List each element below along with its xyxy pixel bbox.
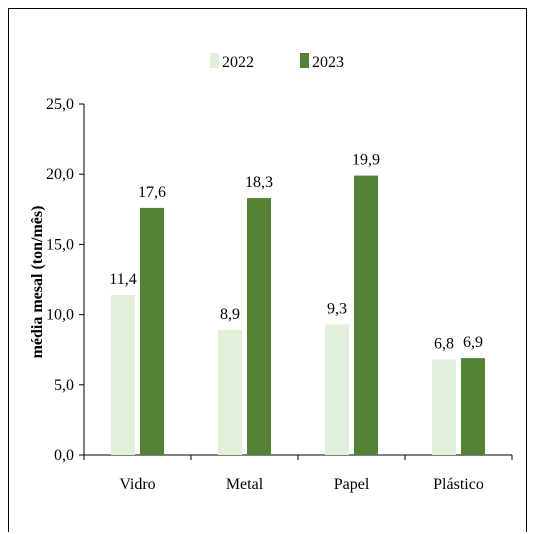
y-tick-label: 10,0 (46, 307, 74, 324)
bar-2023-metal (247, 198, 271, 455)
data-label: 17,6 (138, 184, 166, 201)
bars: 11,4 17,6 8,9 18,3 9,3 19,9 6,8 6,9 (109, 152, 485, 455)
x-tick-label: Plástico (433, 476, 484, 493)
y-axis-label: média mesal (ton/mês) (29, 206, 46, 359)
chart-frame (8, 8, 527, 532)
legend-label-2022: 2022 (222, 54, 254, 71)
bar-2022-metal (218, 330, 242, 455)
x-tick-label: Metal (226, 476, 264, 493)
bar-2022-plástico (432, 359, 456, 455)
data-label: 11,4 (109, 271, 136, 288)
bar-2023-papel (354, 175, 378, 455)
legend-label-2023: 2023 (312, 54, 344, 71)
x-tick-label: Vidro (119, 476, 155, 493)
legend: 2022 2023 (210, 53, 344, 71)
y-tick-label: 5,0 (54, 377, 74, 394)
data-label: 6,9 (463, 334, 483, 351)
y-tick-label: 15,0 (46, 236, 74, 253)
legend-swatch-2022 (210, 53, 219, 68)
bar-2023-vidro (140, 207, 164, 455)
y-tick-label: 25,0 (46, 96, 74, 113)
data-label: 9,3 (327, 300, 347, 317)
data-label: 18,3 (245, 174, 273, 191)
data-label: 6,8 (434, 336, 454, 353)
data-label: 19,9 (352, 152, 380, 169)
y-tick-label: 20,0 (46, 166, 74, 183)
y-tick-label: 0,0 (54, 447, 74, 464)
axes: 0,0 5,0 10,0 15,0 20,0 25,0 Vidro Metal Papel Plá… (46, 96, 513, 493)
legend-swatch-2023 (300, 53, 309, 68)
bar-2022-vidro (111, 294, 135, 455)
bar-2022-papel (325, 324, 349, 455)
bar-2023-plástico (461, 358, 485, 455)
data-label: 8,9 (220, 306, 240, 323)
x-tick-label: Papel (334, 476, 370, 493)
